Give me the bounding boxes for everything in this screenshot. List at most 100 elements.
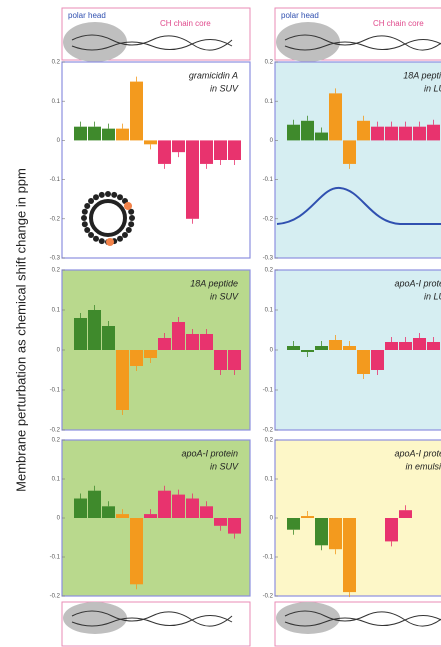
lipid-dot [117, 235, 123, 242]
lipid-dot [93, 235, 99, 242]
bar [228, 518, 241, 534]
bar [102, 326, 115, 350]
bar [413, 338, 426, 350]
bar [301, 516, 314, 518]
panel-title: 18A peptide [403, 70, 441, 80]
bar [88, 126, 101, 141]
y-tick-label: -0.1 [263, 388, 274, 394]
panel-title: in LUV [424, 83, 441, 93]
bar [200, 334, 213, 350]
bar [186, 140, 199, 219]
bar [186, 498, 199, 518]
bar [74, 498, 87, 518]
panel-title: 18A peptide [190, 278, 238, 288]
lipid-dot [128, 208, 135, 215]
core-label: CH chain core [160, 19, 211, 28]
bar [357, 350, 370, 374]
panel-title: in SUV [210, 83, 239, 93]
membrane-diagram-bottom-left [61, 601, 251, 647]
y-tick-label: -0.1 [263, 177, 274, 183]
lipid-dot [111, 191, 118, 198]
y-tick-label: 0 [270, 348, 274, 354]
lipid-dot [81, 208, 88, 215]
y-tick-label: 0.1 [265, 477, 274, 483]
bar [371, 350, 384, 370]
panel: -0.3 -0.2 -0.1 0 0.1 0.2 18A peptide in LUV [263, 60, 441, 262]
y-tick-label: 0 [57, 138, 61, 144]
y-tick-label: -0.2 [50, 594, 61, 600]
y-tick-label: 0.2 [52, 438, 61, 444]
head-label: polar head [281, 11, 319, 20]
y-axis-label: Membrane perturbation as chemical shift … [13, 168, 28, 492]
lipid-dot [117, 194, 123, 201]
bar [315, 518, 328, 546]
head-label: polar head [68, 11, 106, 20]
panel: -0.3 -0.2 -0.1 0 0.1 0.2 gramicidin A in SUV [50, 60, 251, 262]
bar [214, 518, 227, 526]
lipid-dot [121, 231, 128, 238]
panel-title: apoA-I protein [181, 448, 238, 458]
panel-title: in SUV [210, 291, 239, 301]
bar [158, 140, 171, 164]
bar [343, 140, 356, 164]
panel-title: apoA-I protein [394, 448, 441, 458]
bar [371, 126, 384, 141]
bar [200, 140, 213, 164]
lipid-dot [125, 227, 132, 233]
bar [102, 128, 115, 141]
y-tick-label: 0.2 [52, 60, 61, 66]
bar [74, 318, 87, 350]
y-tick-label: 0.1 [265, 308, 274, 314]
bar [301, 350, 314, 352]
bar [301, 120, 314, 141]
bar [172, 140, 185, 153]
panel-title: in emulsion [405, 461, 441, 471]
bar [130, 350, 143, 366]
bar [329, 93, 342, 141]
peptide [106, 238, 114, 246]
panel: -0.2 -0.1 0 0.1 0.2 apoA-I protein in SUV [50, 438, 251, 600]
y-tick-label: -0.2 [263, 594, 274, 600]
bar [399, 126, 412, 141]
y-tick-label: -0.1 [50, 555, 61, 561]
bar [427, 124, 440, 141]
y-tick-label: -0.1 [263, 555, 274, 561]
panel-title: in SUV [210, 461, 239, 471]
lipid-dot [93, 194, 99, 201]
bar [228, 350, 241, 370]
bar [130, 518, 143, 585]
panel: -0.2 -0.1 0 0.1 0.2 18A peptide in SUV [50, 268, 251, 434]
lipid-dot [128, 221, 135, 228]
panel: -0.2 -0.1 0 0.1 0.2 apoA-I protein in LUV [263, 268, 441, 434]
bar [287, 518, 300, 530]
bar [385, 342, 398, 350]
bar [287, 124, 300, 141]
bar [88, 310, 101, 350]
bar [343, 518, 356, 593]
y-tick-label: -0.2 [263, 216, 274, 222]
y-tick-label: -0.1 [50, 388, 61, 394]
membrane-diagram-top-left: polar head CH chain core [61, 7, 251, 62]
y-tick-label: 0.2 [52, 268, 61, 274]
bar [172, 322, 185, 350]
y-tick-label: 0 [57, 516, 61, 522]
y-tick-label: -0.2 [50, 428, 61, 434]
y-tick-label: 0.1 [52, 308, 61, 314]
lipid-dot [81, 221, 88, 228]
lipid-dot [88, 231, 95, 238]
y-tick-label: -0.3 [50, 256, 61, 262]
lipid-dot [98, 238, 105, 245]
membrane-diagram-top-right: polar head CH chain core [274, 7, 441, 62]
core-label: CH chain core [373, 19, 424, 28]
bar [116, 514, 129, 518]
panel: -0.2 -0.1 0 0.1 0.2 apoA-I protein in emulsion [263, 438, 441, 600]
bar [172, 494, 185, 518]
lipid-dot [105, 191, 111, 197]
vesicle-ring [89, 199, 127, 237]
y-tick-label: 0.1 [52, 477, 61, 483]
xray-curve [276, 186, 441, 225]
lipid-dot [84, 203, 91, 209]
bar [315, 346, 328, 350]
y-tick-label: 0 [270, 138, 274, 144]
y-tick-label: -0.2 [50, 216, 61, 222]
